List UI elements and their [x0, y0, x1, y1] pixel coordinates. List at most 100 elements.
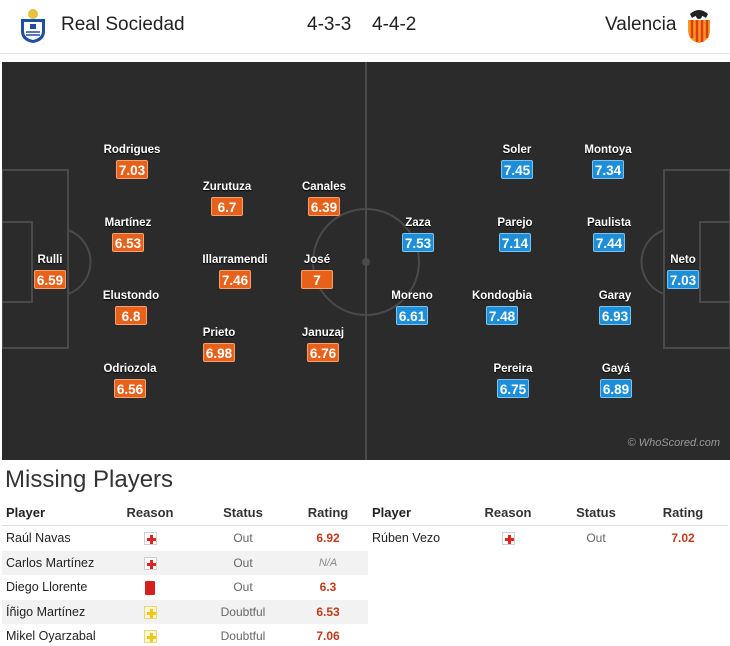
- player-rating: 6.59: [34, 270, 66, 289]
- away-missing-table: Player Reason Status Rating Rúben Vezo Ou…: [368, 500, 728, 551]
- home-player[interactable]: Illarramendi 7.46: [190, 254, 280, 290]
- away-player[interactable]: Garay 6.93: [570, 290, 660, 326]
- rating-cell: N/A: [318, 556, 338, 569]
- player-rating: 6.61: [396, 306, 428, 325]
- player-name: Rodrigues: [103, 144, 161, 156]
- player-name: Illarramendi: [202, 254, 268, 266]
- home-player[interactable]: Rodrigues 7.03: [87, 144, 177, 180]
- player-rating: 6.56: [114, 379, 146, 398]
- missing-player-name[interactable]: Carlos Martínez: [6, 555, 95, 570]
- player-rating: 7.46: [219, 270, 251, 289]
- home-formation: 4-3-3: [307, 14, 352, 35]
- player-rating: 7.34: [592, 160, 624, 179]
- player-name: Martínez: [104, 217, 152, 229]
- table-header: Player Reason Status Rating: [368, 500, 728, 526]
- player-rating: 6.39: [308, 197, 340, 216]
- player-rating: 6.75: [497, 379, 529, 398]
- status-cell: Out: [233, 580, 253, 595]
- home-team-name[interactable]: Real Sociedad: [61, 14, 185, 35]
- injury-icon: [501, 532, 515, 546]
- whoscored-watermark: © WhoScored.com: [627, 437, 720, 449]
- home-player[interactable]: Januzaj 6.76: [278, 327, 368, 363]
- player-rating: 7.48: [486, 306, 518, 325]
- away-player[interactable]: Kondogbia 7.48: [457, 290, 547, 326]
- player-name: Canales: [301, 181, 347, 193]
- home-player[interactable]: Elustondo 6.8: [86, 290, 176, 326]
- player-name: Moreno: [391, 290, 433, 302]
- away-player[interactable]: Neto 7.03: [638, 254, 728, 290]
- away-player[interactable]: Pereira 6.75: [468, 363, 558, 399]
- missing-players-title: Missing Players: [5, 466, 174, 493]
- valencia-crest-icon: [688, 10, 710, 43]
- column-status: Status: [576, 505, 616, 520]
- rating-cell: 6.92: [316, 531, 340, 546]
- home-player[interactable]: Odriozola 6.56: [85, 363, 175, 399]
- player-name: Kondogbia: [471, 290, 533, 302]
- player-rating: 6.53: [112, 233, 144, 252]
- home-player[interactable]: Rulli 6.59: [5, 254, 95, 290]
- player-name: Odriozola: [103, 363, 157, 375]
- missing-player-name[interactable]: Mikel Oyarzabal: [6, 629, 96, 644]
- column-rating: Rating: [662, 505, 704, 520]
- player-rating: 6.89: [600, 379, 632, 398]
- column-status: Status: [223, 505, 263, 520]
- home-player[interactable]: Canales 6.39: [279, 181, 369, 217]
- player-rating: 7.14: [499, 233, 531, 252]
- player-name: Gayá: [601, 363, 631, 375]
- status-cell: Out: [233, 531, 253, 546]
- missing-player-name[interactable]: Diego Llorente: [6, 580, 88, 595]
- pitch: Rulli 6.59 Rodrigues 7.03 Martínez 6.53 Elusto…: [2, 62, 730, 460]
- player-rating: 6.76: [307, 343, 339, 362]
- reason-cell: [102, 531, 198, 546]
- real-sociedad-crest-icon: [21, 9, 45, 43]
- away-player[interactable]: Paulista 7.44: [564, 217, 654, 253]
- status-cell: Out: [233, 555, 253, 570]
- missing-player-name[interactable]: Rúben Vezo: [372, 531, 441, 546]
- home-player[interactable]: Prieto 6.98: [174, 327, 264, 363]
- player-name: Prieto: [202, 327, 236, 339]
- doubtful-icon: [143, 605, 157, 619]
- table-row: Íñigo Martínez Doubtful 6.53: [2, 599, 368, 624]
- reason-cell: [102, 605, 198, 619]
- player-name: Parejo: [497, 217, 533, 229]
- status-cell: Doubtful: [220, 629, 266, 644]
- player-rating: 7.53: [402, 233, 434, 252]
- column-player: Player: [372, 505, 412, 520]
- player-name: Januzaj: [301, 327, 345, 339]
- column-reason: Reason: [484, 505, 532, 520]
- table-row: Raúl Navas Out 6.92: [2, 526, 368, 551]
- status-cell: Out: [586, 531, 606, 546]
- player-name: Pereira: [493, 363, 533, 375]
- table-header: Player Reason Status Rating: [2, 500, 368, 526]
- player-rating: 7: [301, 270, 333, 289]
- home-player[interactable]: José 7: [272, 254, 362, 290]
- home-player[interactable]: Zurutuza 6.7: [182, 181, 272, 217]
- missing-player-name[interactable]: Íñigo Martínez: [6, 604, 86, 619]
- away-player[interactable]: Montoya 7.34: [563, 144, 653, 180]
- table-row: Diego Llorente Out 6.3: [2, 575, 368, 600]
- status-cell: Doubtful: [220, 604, 266, 619]
- player-rating: 7.44: [593, 233, 625, 252]
- player-name: Neto: [670, 254, 696, 266]
- reason-cell: [462, 531, 554, 546]
- rating-cell: 7.02: [671, 531, 695, 546]
- reason-cell: [102, 580, 198, 595]
- away-team-name[interactable]: Valencia: [605, 14, 677, 35]
- player-name: José: [303, 254, 331, 266]
- player-name: Rulli: [37, 254, 63, 266]
- column-player: Player: [6, 505, 46, 520]
- away-player[interactable]: Moreno 6.61: [367, 290, 457, 326]
- player-name: Montoya: [584, 144, 632, 156]
- reason-cell: [102, 556, 198, 570]
- player-name: Paulista: [586, 217, 632, 229]
- player-name: Zurutuza: [202, 181, 252, 193]
- away-player[interactable]: Parejo 7.14: [470, 217, 560, 253]
- missing-player-name[interactable]: Raúl Navas: [6, 531, 71, 546]
- away-player[interactable]: Gayá 6.89: [571, 363, 661, 399]
- away-formation: 4-4-2: [372, 14, 417, 35]
- player-name: Garay: [598, 290, 632, 302]
- player-rating: 6.8: [115, 306, 147, 325]
- home-player[interactable]: Martínez 6.53: [83, 217, 173, 253]
- away-player[interactable]: Soler 7.45: [472, 144, 562, 180]
- away-player[interactable]: Zaza 7.53: [373, 217, 463, 253]
